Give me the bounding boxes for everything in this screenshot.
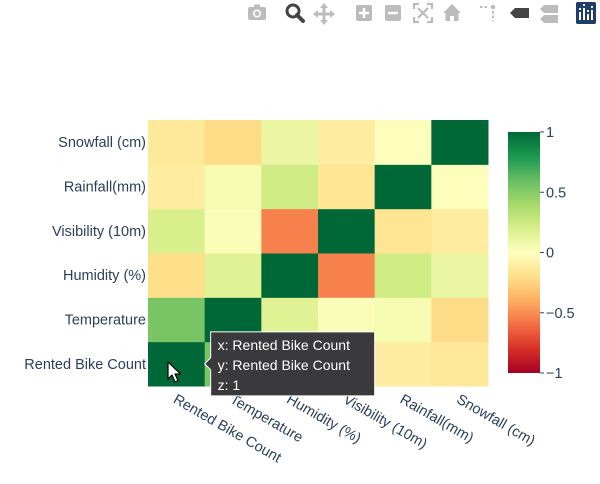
tooltip-box <box>203 331 376 397</box>
hover-tooltip: x: Rented Bike Count y: Rented Bike Count… <box>203 331 376 397</box>
heatmap-cell[interactable] <box>431 297 489 343</box>
heatmap-cell[interactable] <box>431 208 489 254</box>
colorbar: 1 0.5 0 −0.5 −1 <box>508 125 575 382</box>
heatmap-cell[interactable] <box>318 120 376 165</box>
colorbar-tick-label: 1 <box>546 125 554 141</box>
zoom-icon[interactable] <box>283 1 307 27</box>
y-axis-tick-labels: Rented Bike Count Temperature Humidity (%)… <box>24 135 146 373</box>
hover-compare-icon[interactable] <box>538 1 562 27</box>
tooltip-line: y: Rented Bike Count <box>218 357 350 373</box>
heatmap-cell[interactable] <box>374 120 432 165</box>
autoscale-icon[interactable] <box>411 1 435 27</box>
heatmap-cell[interactable] <box>261 120 319 165</box>
tooltip-line: z: 1 <box>218 377 241 393</box>
heatmap-cell[interactable] <box>431 120 489 165</box>
colorbar-gradient <box>508 132 540 373</box>
heatmap-cell[interactable] <box>204 120 262 165</box>
plotly-logo-icon[interactable] <box>574 1 598 27</box>
spike-lines-icon[interactable] <box>476 1 500 27</box>
tooltip-line: x: Rented Bike Count <box>218 337 350 353</box>
heatmap-cell[interactable] <box>431 164 489 210</box>
modebar <box>245 1 598 27</box>
heatmap-cell[interactable] <box>261 164 319 210</box>
zoom-in-icon[interactable] <box>352 1 376 27</box>
heatmap-cell[interactable] <box>318 164 376 210</box>
heatmap-cell[interactable] <box>318 253 376 298</box>
heatmap-cell[interactable] <box>374 208 432 254</box>
y-tick-label: Rainfall(mm) <box>64 180 146 196</box>
heatmap-cell[interactable] <box>148 297 206 343</box>
heatmap-cell[interactable] <box>431 253 489 298</box>
heatmap-cell[interactable] <box>148 120 206 165</box>
heatmap-cell[interactable] <box>204 253 262 298</box>
heatmap-cell[interactable] <box>318 208 376 254</box>
mouse-cursor-icon <box>167 361 182 383</box>
colorbar-tick-label: 0.5 <box>546 185 566 201</box>
heatmap-cell[interactable] <box>374 341 432 387</box>
heatmap-cell[interactable] <box>374 164 432 210</box>
heatmap-cell[interactable] <box>261 208 319 254</box>
y-tick-label: Humidity (%) <box>63 268 146 284</box>
heatmap-cells[interactable] <box>148 120 489 387</box>
colorbar-tick-label: 0 <box>546 246 554 262</box>
colorbar-tick-label: −0.5 <box>546 306 575 322</box>
home-icon[interactable] <box>440 1 464 27</box>
colorbar-tick-label: −1 <box>546 366 563 382</box>
heatmap-cell[interactable] <box>204 208 262 254</box>
y-tick-label: Visibility (10m) <box>52 224 146 240</box>
heatmap-cell[interactable] <box>148 164 206 210</box>
hover-closest-icon[interactable] <box>508 1 532 27</box>
heatmap-cell[interactable] <box>204 164 262 210</box>
x-tick-label: Rented Bike Count <box>170 392 283 467</box>
heatmap-cell[interactable] <box>374 253 432 298</box>
heatmap-cell[interactable] <box>374 297 432 343</box>
y-tick-label: Temperature <box>65 313 146 329</box>
heatmap-cell[interactable] <box>148 208 206 254</box>
heatmap-cell[interactable] <box>261 253 319 298</box>
y-tick-label: Snowfall (cm) <box>58 135 146 151</box>
zoom-out-icon[interactable] <box>381 1 405 27</box>
heatmap-cell[interactable] <box>431 341 489 387</box>
heatmap-cell[interactable] <box>148 253 206 298</box>
y-tick-label: Rented Bike Count <box>24 357 146 373</box>
camera-icon[interactable] <box>245 1 269 27</box>
pan-icon[interactable] <box>312 1 336 27</box>
